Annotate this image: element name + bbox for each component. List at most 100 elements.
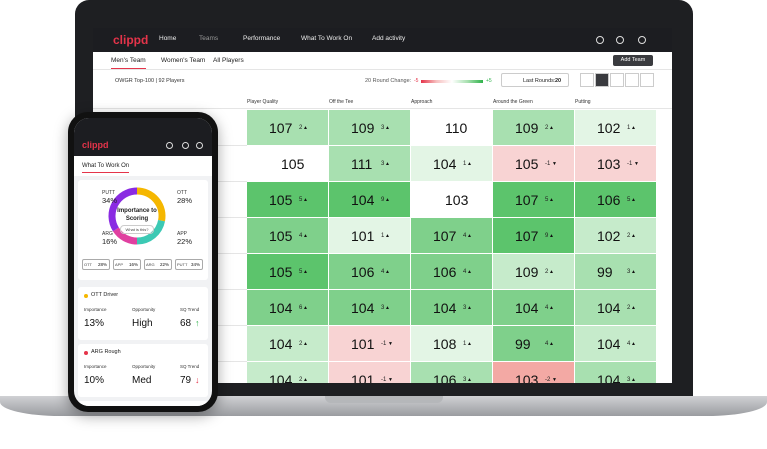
score-value: 103 [515,372,539,383]
segment-label: 28% [177,196,193,205]
nav-item: Teams [199,35,219,42]
score-cell: 99 4 ▲ [493,326,574,361]
chip [113,259,141,270]
score-value: 102 [597,120,621,136]
score-value: 104 [597,336,621,352]
score-cell: 105 4 ▲ [247,218,328,253]
score-change: 4 [627,341,631,347]
score-change: 5 [545,197,549,203]
score-cell: 104 9 ▲ [329,182,410,217]
card-value: High [132,318,153,329]
chip-name: APP [115,262,124,267]
score-cell: 109 3 ▲ [329,110,410,145]
score-change: 3 [463,305,467,311]
card-value: 79 [180,375,192,386]
score-cell: 104 3 ▲ [411,290,492,325]
score-change: 4 [545,305,549,311]
chip [82,259,110,270]
card-title: ARG Rough [91,349,121,355]
score-cell: 101 -1 ▼ [329,362,410,383]
segment-label: 34% [102,196,118,205]
change-arrow: ▲ [303,125,308,131]
column-header: Player Quality [247,99,279,105]
score-cell: 107 4 ▲ [411,218,492,253]
view-button[interactable] [625,73,639,87]
score-value: 106 [597,192,621,208]
score-cell: 106 4 ▲ [329,254,410,289]
change-arrow: ▲ [385,305,390,311]
change-arrow: ▲ [549,341,554,347]
score-cell: 107 9 ▲ [493,218,574,253]
change-arrow: ▲ [385,269,390,275]
score-change: 3 [627,377,631,383]
score-cell: 101 1 ▲ [329,218,410,253]
trend-arrow: ↓ [195,375,200,385]
score-value: 104 [433,156,457,172]
view-button[interactable] [595,73,609,87]
score-change: -1 [381,377,387,383]
trend-arrow: ↑ [195,318,200,328]
chip-label: 22% [160,262,170,267]
score-change: 3 [627,269,631,275]
score-change: 3 [381,305,385,311]
card-dot [84,294,88,298]
score-change: 1 [381,233,385,239]
score-cell: 102 2 ▲ [575,218,656,253]
chip [144,259,172,270]
card-value: 13% [84,318,105,329]
score-value: 104 [269,300,293,316]
card-header: Opportunity [132,364,156,369]
score-cell: 106 4 ▲ [411,254,492,289]
score-change: 5 [299,269,303,275]
score-value: 105 [269,192,293,208]
change-arrow: ▼ [388,377,393,383]
chip-label: 16% [129,262,139,267]
scale-min: -5 [414,78,419,84]
round-change-label: 20 Round Change: [365,78,412,84]
score-cell: 104 2 ▲ [247,326,328,361]
score-change: 2 [299,125,303,131]
card-header: Opportunity [132,307,156,312]
card-header: Importance [84,364,107,369]
nav-icon [596,36,604,44]
score-change: 3 [381,125,385,131]
score-cell: 104 3 ▲ [329,290,410,325]
card-header: SQ Trend [180,364,200,369]
change-arrow: ▲ [631,125,636,131]
phone-screen: clippd What To Work On OTT 28% APP 22% ARG 16% P… [74,118,212,406]
score-value: 104 [433,300,457,316]
score-change: 1 [463,161,467,167]
card-dot [84,351,88,355]
add-team-button[interactable]: Add Team [613,55,653,66]
chip-label: 28% [98,262,108,267]
score-value: 104 [515,300,539,316]
score-change: 2 [545,269,549,275]
score-change: 2 [627,305,631,311]
score-cell: 106 3 ▲ [411,362,492,383]
score-change: 3 [463,377,467,383]
segment-name: PUTT [102,190,116,196]
score-change: 6 [299,305,303,311]
nav-item: Add activity [372,35,406,42]
change-arrow: ▲ [549,125,554,131]
view-button[interactable] [640,73,654,87]
nav-item: What To Work On [301,35,353,42]
score-change: 2 [299,341,303,347]
column-header: Approach [411,99,433,105]
score-cell: 107 2 ▲ [247,110,328,145]
last-rounds-box[interactable] [501,73,569,87]
score-change: 4 [463,269,467,275]
change-arrow: ▼ [552,161,557,167]
score-value: 107 [515,192,539,208]
score-cell: 105 5 ▲ [247,182,328,217]
phone-icon [166,142,173,149]
view-button[interactable] [610,73,624,87]
score-change: 2 [627,233,631,239]
score-change: 1 [463,341,467,347]
change-arrow: ▲ [467,161,472,167]
score-change: 5 [299,197,303,203]
phone-brand: clippd [82,140,109,150]
score-value: 104 [597,372,621,383]
view-button[interactable] [580,73,594,87]
